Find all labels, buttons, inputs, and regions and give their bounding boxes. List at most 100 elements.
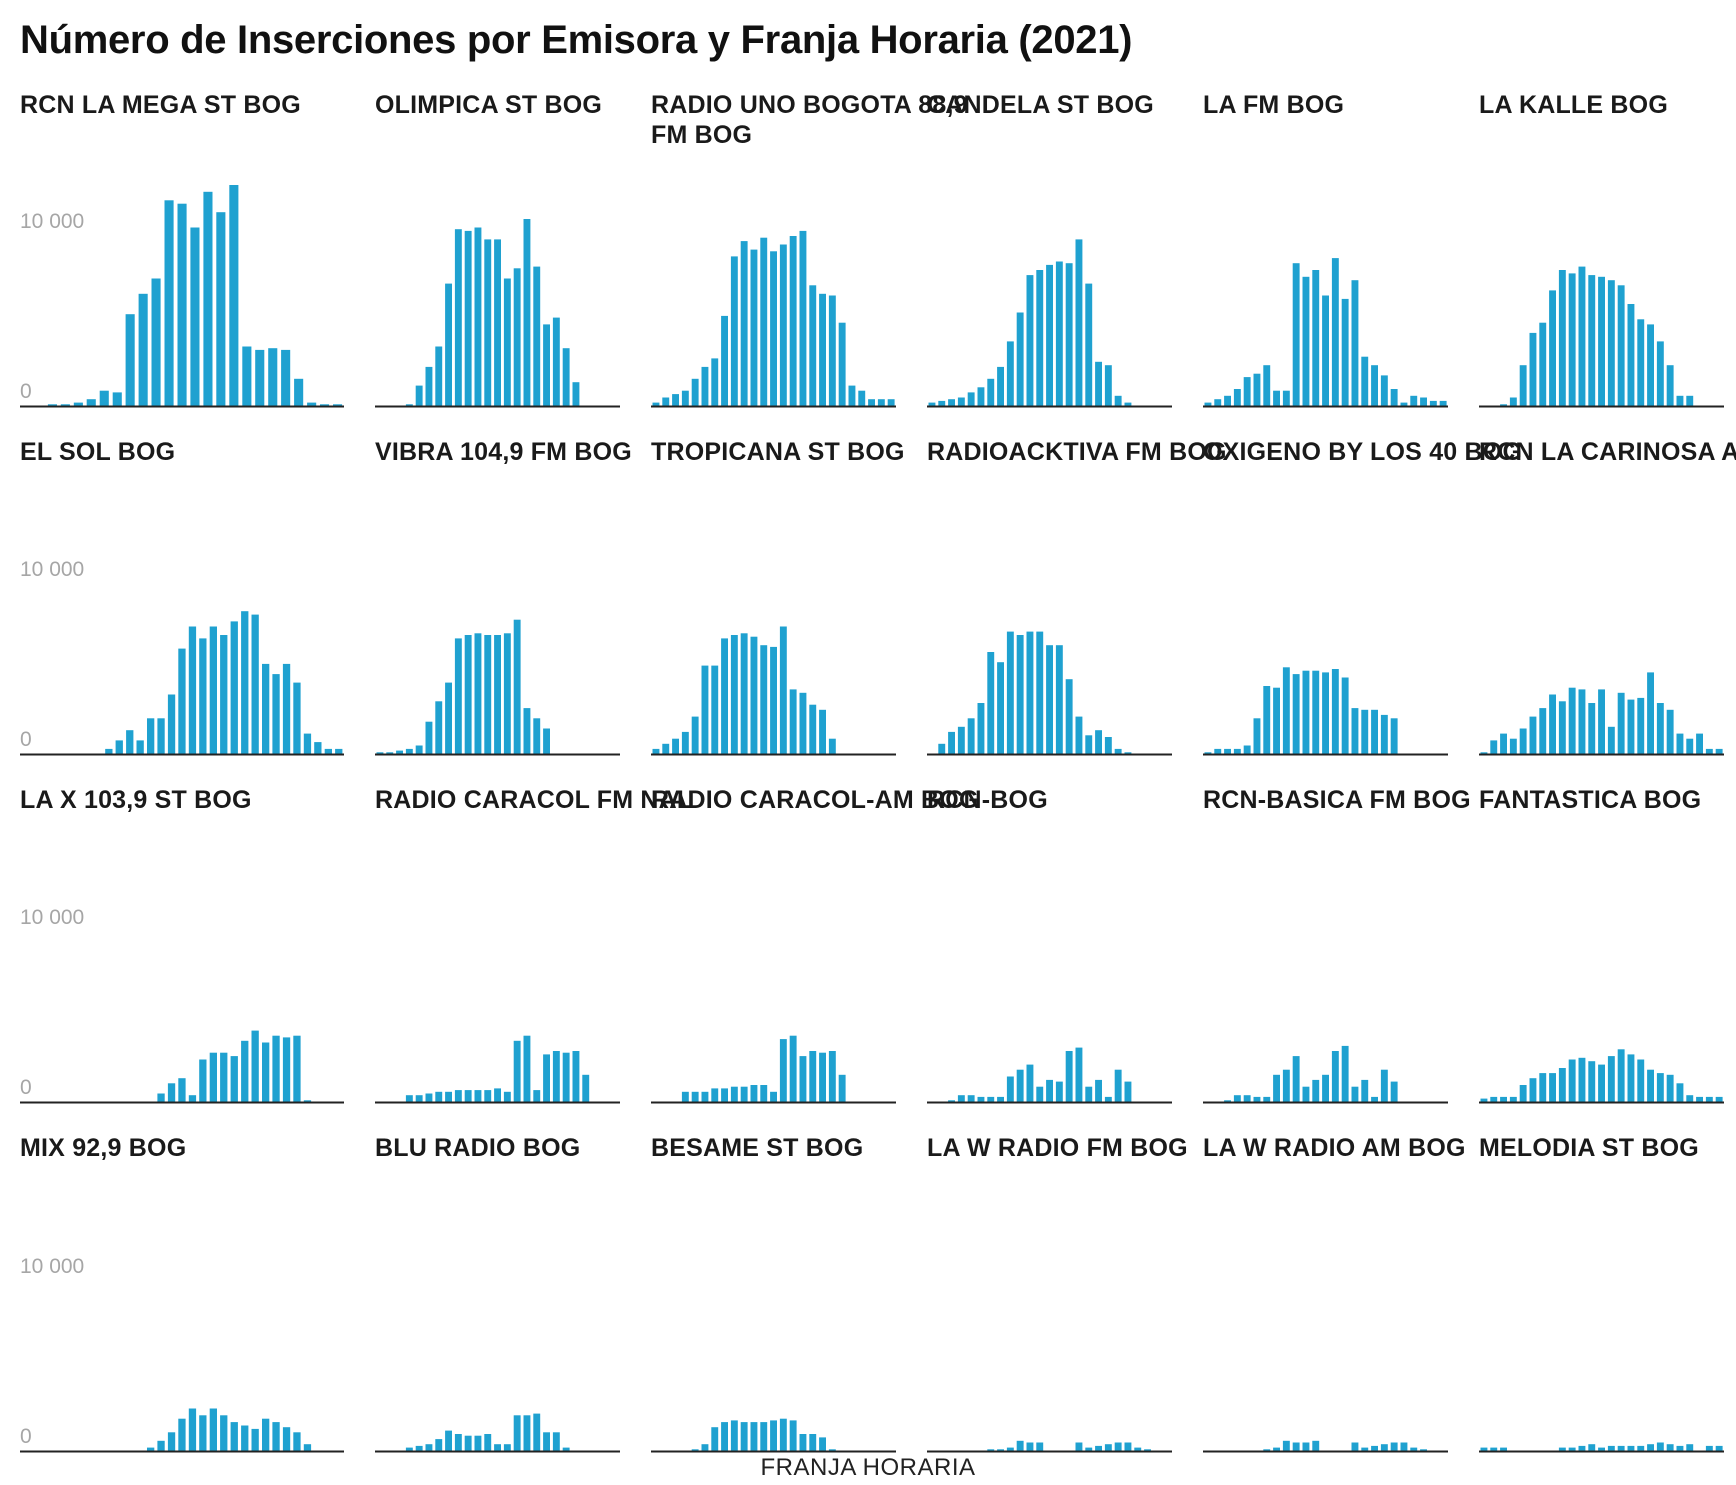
bar xyxy=(1036,1442,1044,1451)
bar xyxy=(770,1091,777,1102)
bar xyxy=(1095,1445,1102,1451)
bar xyxy=(572,382,580,406)
bar xyxy=(1302,1086,1310,1102)
bar xyxy=(552,1051,560,1102)
bar xyxy=(838,1074,846,1102)
bar xyxy=(1549,694,1556,754)
bar xyxy=(750,636,758,754)
bar xyxy=(474,1090,482,1102)
panel-22-title: LA W RADIO FM BOG xyxy=(927,1134,1188,1162)
bar xyxy=(1617,1049,1625,1102)
bar xyxy=(1055,261,1063,406)
bar xyxy=(523,708,531,754)
bar xyxy=(513,1040,521,1102)
bar xyxy=(1656,1073,1664,1102)
bar xyxy=(405,404,413,406)
bar xyxy=(177,203,187,406)
panel-13: LA X 103,9 ST BOG 0 10 000 xyxy=(20,786,344,1104)
bar xyxy=(1578,689,1586,754)
panel-12: RCN LA CARINOSA AM xyxy=(1479,438,1736,756)
bar xyxy=(1539,1073,1547,1102)
bar xyxy=(1224,1100,1231,1102)
bar xyxy=(1500,404,1507,406)
bar xyxy=(405,748,413,754)
bar xyxy=(220,1415,228,1451)
bar xyxy=(1016,1069,1024,1102)
bar xyxy=(333,404,343,406)
bar xyxy=(1204,402,1212,406)
panel-9: TROPICANA ST BOG xyxy=(651,438,904,756)
bar xyxy=(1036,1086,1044,1102)
bar xyxy=(47,404,57,406)
bar xyxy=(1715,1445,1723,1451)
bar xyxy=(1480,1447,1488,1451)
panel-24-title: MELODIA ST BOG xyxy=(1479,1134,1699,1162)
bar xyxy=(503,278,511,406)
panel-15: RADIO CARACOL-AM BOG xyxy=(651,786,978,1104)
bar xyxy=(770,1420,777,1451)
bar xyxy=(1607,726,1615,754)
bar xyxy=(178,648,186,754)
bar xyxy=(396,750,403,754)
bar xyxy=(281,349,291,406)
bar xyxy=(789,689,797,754)
bar xyxy=(1715,748,1723,754)
bar xyxy=(86,399,96,406)
y-tick-label: 10 000 xyxy=(20,906,84,929)
bar xyxy=(1085,1086,1093,1102)
bar xyxy=(789,1035,797,1102)
bar xyxy=(691,378,699,406)
bar xyxy=(691,1091,699,1102)
bar xyxy=(1519,1085,1527,1102)
bar xyxy=(750,1422,758,1451)
bar xyxy=(543,728,550,754)
bar xyxy=(681,1091,689,1102)
bar xyxy=(1361,356,1369,406)
bar xyxy=(1371,709,1378,754)
bar xyxy=(251,1030,259,1102)
bar xyxy=(1224,748,1231,754)
bar xyxy=(484,239,492,406)
bar xyxy=(1578,1057,1586,1102)
bar xyxy=(1085,283,1093,406)
panel-16-title: RCN-BOG xyxy=(927,786,1048,814)
bar xyxy=(1273,390,1280,406)
bar xyxy=(1705,748,1713,754)
bar xyxy=(1371,1096,1378,1102)
bar xyxy=(523,1035,531,1102)
panel-2: OLIMPICA ST BOG xyxy=(375,91,620,408)
bar xyxy=(868,399,875,406)
panel-18: FANTASTICA BOG xyxy=(1479,786,1724,1104)
bar xyxy=(1400,1442,1408,1451)
bar xyxy=(1529,1078,1537,1102)
bar xyxy=(552,1432,560,1451)
panel-11: OXIGENO BY LOS 40 BOG xyxy=(1203,438,1522,756)
bar xyxy=(572,1051,580,1102)
bar xyxy=(1480,752,1488,754)
bar xyxy=(294,378,304,406)
bar xyxy=(1036,270,1044,406)
bar xyxy=(513,1415,521,1451)
bar xyxy=(1114,748,1122,754)
bar xyxy=(1312,270,1320,406)
bar xyxy=(105,748,113,754)
bar xyxy=(1500,1096,1507,1102)
bar xyxy=(1696,1096,1703,1102)
bar xyxy=(1243,1095,1251,1102)
bar xyxy=(721,1088,728,1102)
bar xyxy=(1361,709,1369,754)
bar xyxy=(272,674,280,754)
bar xyxy=(425,366,433,406)
bar xyxy=(1607,1445,1615,1451)
bar xyxy=(1705,1445,1713,1451)
bar xyxy=(435,1091,443,1102)
chart-title: Número de Inserciones por Emisora y Fran… xyxy=(20,18,1133,62)
panel-5: LA FM BOG xyxy=(1203,91,1448,408)
bar xyxy=(178,1418,186,1451)
bar xyxy=(1263,686,1271,754)
bar xyxy=(750,249,758,406)
bar xyxy=(997,1096,1004,1102)
bar xyxy=(1104,1096,1112,1102)
bar xyxy=(199,1415,207,1451)
bar xyxy=(1509,738,1517,754)
